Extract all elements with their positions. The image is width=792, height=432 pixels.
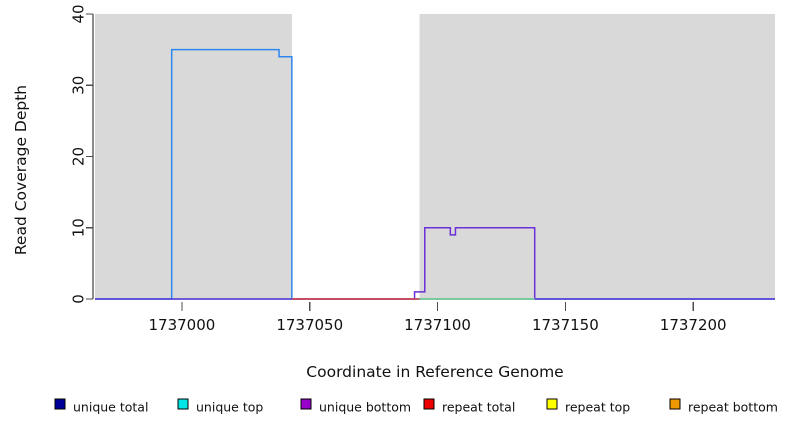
x-tick-label: 1737150 bbox=[532, 316, 599, 334]
tick-marks-group bbox=[86, 13, 694, 311]
y-tick-label: 10 bbox=[70, 218, 88, 237]
legend-swatch bbox=[54, 398, 66, 410]
x-tick-label: 1737200 bbox=[660, 316, 727, 334]
x-tick-label: 1737050 bbox=[276, 316, 343, 334]
y-tick-label: 30 bbox=[70, 76, 88, 95]
legend-label: unique total bbox=[73, 400, 148, 415]
series-line-unique-total bbox=[95, 48, 775, 300]
legend-label: repeat top bbox=[565, 400, 630, 415]
y-axis-title: Read Coverage Depth bbox=[12, 85, 30, 255]
legend-swatch bbox=[423, 398, 435, 410]
legend-label: unique top bbox=[196, 400, 263, 415]
chart-legend: unique total unique top unique bottom repea… bbox=[54, 398, 778, 415]
legend-swatch bbox=[546, 398, 558, 410]
x-axis-title: Coordinate in Reference Genome bbox=[306, 363, 563, 381]
shaded-band bbox=[419, 14, 775, 299]
y-tick-label: 0 bbox=[70, 294, 88, 304]
shaded-bands-group bbox=[95, 14, 775, 299]
series-group bbox=[95, 48, 775, 300]
legend-swatch bbox=[300, 398, 312, 410]
tick-labels-group: 0 10 20 30 40 1737000 1737050 1737100 1737150 173… bbox=[70, 4, 727, 334]
legend-label: repeat bottom bbox=[688, 400, 778, 415]
shaded-band bbox=[95, 14, 292, 299]
legend-label: unique bottom bbox=[319, 400, 411, 415]
y-tick-label: 20 bbox=[70, 147, 88, 166]
legend-label: repeat total bbox=[442, 400, 515, 415]
legend-swatch bbox=[177, 398, 189, 410]
x-tick-label: 1737100 bbox=[404, 316, 471, 334]
y-tick-label: 40 bbox=[70, 4, 88, 23]
series-line-unique-bottom bbox=[95, 227, 775, 300]
x-tick-label: 1737000 bbox=[149, 316, 216, 334]
legend-swatch bbox=[669, 398, 681, 410]
